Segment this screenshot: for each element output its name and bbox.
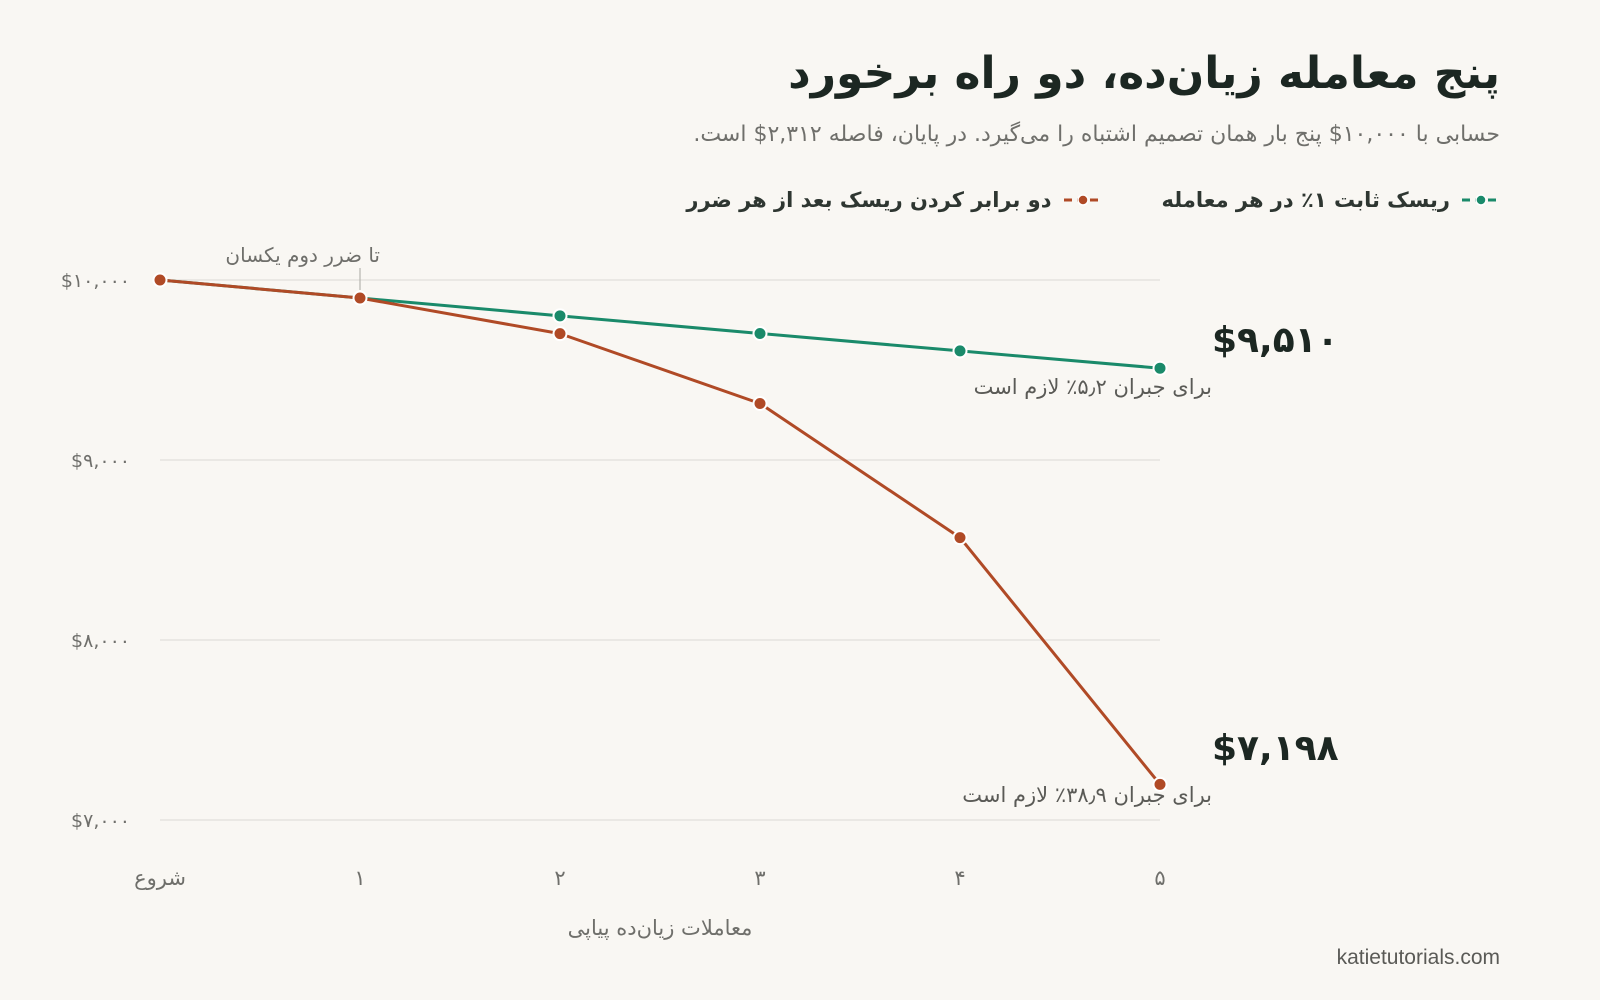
legend-item-double: دو برابر کردن ریسک بعد از هر ضرر xyxy=(686,188,1102,212)
x-tick-label: شروع xyxy=(134,866,186,890)
legend-item-fixed: ریسک ثابت ۱٪ در هر معامله xyxy=(1162,188,1500,212)
x-tick-label: ۲ xyxy=(554,866,565,890)
x-axis-title: معاملات زیان‌ده پیاپی xyxy=(568,916,753,940)
data-point xyxy=(952,530,968,546)
data-point xyxy=(552,308,568,324)
y-tick-label: $۹,۰۰۰ xyxy=(71,450,130,472)
end-note: برای جبران ۵٫۲٪ لازم است xyxy=(974,375,1212,399)
y-tick-label: $۱۰,۰۰۰ xyxy=(61,270,130,292)
legend-label-fixed: ریسک ثابت ۱٪ در هر معامله xyxy=(1161,188,1450,212)
data-point xyxy=(1152,776,1168,792)
data-point xyxy=(952,343,968,359)
source-credit: katietutorials.com xyxy=(1336,946,1500,969)
end-note: برای جبران ۳۸٫۹٪ لازم است xyxy=(962,783,1212,807)
chart-title: پنج معامله زیان‌ده، دو راه برخورد xyxy=(788,48,1500,99)
y-tick-label: $۸,۰۰۰ xyxy=(71,630,130,652)
annotation-label: تا ضرر دوم یکسان xyxy=(225,243,380,267)
end-value-label: $۹,۵۱۰ xyxy=(1212,320,1339,361)
end-value-label: $۷,۱۹۸ xyxy=(1212,728,1339,769)
x-tick-label: ۳ xyxy=(754,866,765,890)
y-tick-label: $۷,۰۰۰ xyxy=(71,810,130,832)
data-point xyxy=(152,272,168,288)
chart-subtitle: حسابی با ۱۰,۰۰۰$ پنج بار همان تصمیم اشتب… xyxy=(693,122,1500,147)
data-point xyxy=(1152,360,1168,376)
data-point xyxy=(352,290,368,306)
x-tick-label: ۵ xyxy=(1154,866,1165,890)
data-point xyxy=(752,325,768,341)
legend-swatch-fixed xyxy=(1462,194,1500,206)
x-tick-label: ۴ xyxy=(954,866,965,890)
legend: ریسک ثابت ۱٪ در هر معامله دو برابر کردن … xyxy=(686,188,1500,212)
legend-swatch-double xyxy=(1063,194,1102,206)
series-line-1 xyxy=(159,278,1162,786)
data-point xyxy=(752,395,768,411)
x-tick-label: ۱ xyxy=(354,866,365,890)
legend-label-double: دو برابر کردن ریسک بعد از هر ضرر xyxy=(686,188,1052,212)
data-point xyxy=(552,326,568,342)
